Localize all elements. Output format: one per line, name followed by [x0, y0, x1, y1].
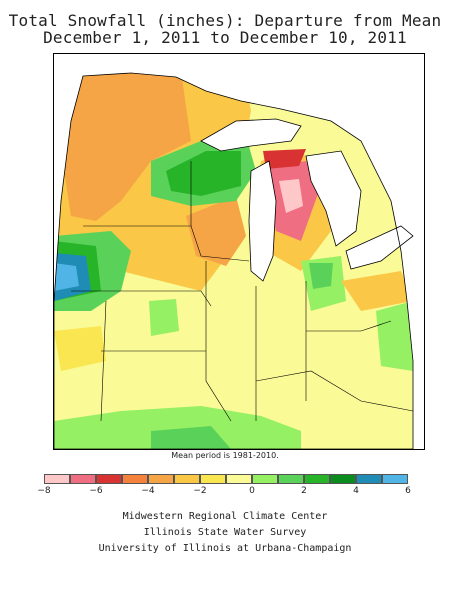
- legend-tick: 2: [301, 486, 307, 496]
- state-boundaries: [71, 161, 414, 422]
- lake-superior: [200, 118, 302, 152]
- fill-plus1-iowa: [149, 299, 179, 336]
- legend-swatch: [44, 474, 70, 484]
- snowfall-departure-map: [53, 53, 425, 450]
- credit-line2: Illinois State Water Survey: [143, 527, 307, 538]
- legend-swatch: [330, 474, 356, 484]
- legend-tick: −8: [37, 486, 51, 496]
- map-title-line1: Total Snowfall (inches): Departure from …: [8, 11, 442, 30]
- legend-tick: 0: [249, 486, 255, 496]
- fill-plus6-west: [54, 263, 79, 291]
- legend-tick: −4: [141, 486, 155, 496]
- fill-minus3-minnesota: [61, 73, 191, 221]
- fill-plus2-ohio: [309, 263, 333, 289]
- legend-swatch: [148, 474, 174, 484]
- credit-line3: University of Illinois at Urbana-Champai…: [98, 543, 352, 554]
- lake-huron: [305, 150, 362, 247]
- fill-plus1-south: [54, 406, 301, 449]
- legend-swatch: [278, 474, 304, 484]
- legend-swatch: [70, 474, 96, 484]
- legend-swatch: [200, 474, 226, 484]
- credit-line1: Midwestern Regional Climate Center: [122, 511, 328, 522]
- mean-period-note: Mean period is 1981-2010.: [171, 451, 279, 460]
- map-title-line2: December 1, 2011 to December 10, 2011: [43, 28, 407, 47]
- fill-minus1-southwest: [54, 326, 106, 371]
- fill-minus2-east: [341, 271, 413, 311]
- fill-plus2-south: [151, 426, 231, 449]
- fill-minus8-michigan: [279, 179, 303, 213]
- color-legend: [44, 474, 408, 484]
- legend-swatch: [174, 474, 200, 484]
- legend-swatch: [226, 474, 252, 484]
- legend-tick-labels: −8 −6 −4 −2 0 2 4 6: [37, 486, 411, 500]
- fill-minus7-upper-peninsula: [263, 149, 306, 169]
- legend-swatch: [304, 474, 330, 484]
- legend-swatch: [356, 474, 382, 484]
- legend-tick: −2: [193, 486, 207, 496]
- region-outline: [54, 72, 414, 449]
- fill-plus3-wisconsin: [166, 151, 241, 196]
- legend-swatch: [252, 474, 278, 484]
- legend-tick: −6: [89, 486, 103, 496]
- legend-swatch: [382, 474, 408, 484]
- legend-swatch: [122, 474, 148, 484]
- lake-michigan: [248, 160, 277, 282]
- lake-erie: [345, 225, 414, 270]
- legend-tick: 6: [405, 486, 411, 496]
- fill-plus1-east: [376, 301, 413, 371]
- fill-minus3-wisconsin: [186, 196, 246, 266]
- legend-tick: 4: [353, 486, 359, 496]
- legend-swatch: [96, 474, 122, 484]
